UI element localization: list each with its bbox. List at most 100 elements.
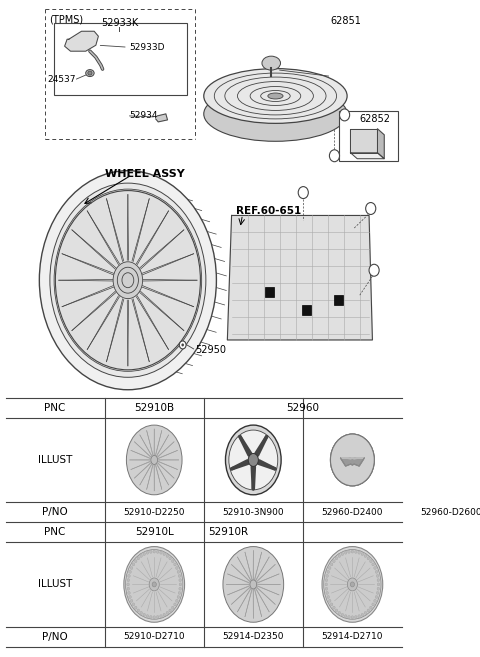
Bar (302, 305, 311, 315)
Text: 52933D: 52933D (130, 43, 165, 52)
Circle shape (176, 599, 178, 602)
Circle shape (131, 566, 133, 570)
Circle shape (177, 595, 180, 599)
Circle shape (140, 612, 143, 614)
Ellipse shape (117, 267, 138, 293)
Circle shape (338, 555, 341, 557)
Ellipse shape (226, 425, 281, 495)
Ellipse shape (330, 434, 374, 486)
Text: WHEEL ASSY: WHEEL ASSY (105, 169, 185, 179)
Text: (TPMS): (TPMS) (49, 14, 84, 24)
Ellipse shape (113, 261, 143, 299)
Circle shape (178, 591, 181, 595)
Text: 52910L: 52910L (135, 527, 174, 537)
Circle shape (137, 609, 140, 612)
Circle shape (146, 551, 149, 554)
Ellipse shape (268, 93, 283, 99)
Ellipse shape (416, 435, 457, 485)
Ellipse shape (420, 440, 453, 480)
Text: 52933K: 52933K (101, 18, 138, 28)
Circle shape (143, 613, 145, 616)
Ellipse shape (50, 183, 206, 377)
Circle shape (129, 595, 132, 599)
Circle shape (366, 202, 376, 214)
Polygon shape (341, 458, 364, 459)
Circle shape (128, 574, 130, 578)
Circle shape (127, 587, 130, 590)
Circle shape (129, 570, 132, 574)
Text: 24537: 24537 (47, 74, 75, 83)
Text: 52960-D2600: 52960-D2600 (420, 508, 480, 516)
Text: 52934: 52934 (130, 112, 158, 120)
Text: PNC: PNC (45, 527, 66, 537)
Circle shape (344, 615, 347, 618)
Circle shape (163, 553, 166, 556)
Polygon shape (341, 458, 364, 459)
Text: a: a (332, 151, 337, 160)
Circle shape (341, 613, 344, 616)
Ellipse shape (124, 547, 185, 622)
Circle shape (374, 566, 376, 570)
Ellipse shape (88, 71, 92, 75)
Circle shape (179, 587, 181, 590)
Text: PNC: PNC (45, 403, 66, 413)
Text: 52910-D2250: 52910-D2250 (123, 508, 185, 516)
Circle shape (376, 591, 379, 595)
Ellipse shape (330, 434, 374, 486)
Ellipse shape (86, 70, 94, 77)
Circle shape (377, 587, 380, 590)
Circle shape (327, 595, 329, 599)
Polygon shape (350, 129, 377, 152)
Circle shape (364, 555, 367, 557)
Ellipse shape (204, 87, 347, 141)
Circle shape (361, 613, 364, 616)
Circle shape (374, 599, 376, 602)
Circle shape (351, 550, 354, 553)
Ellipse shape (262, 56, 280, 70)
Circle shape (174, 563, 176, 566)
Circle shape (140, 555, 143, 557)
Circle shape (361, 553, 364, 556)
Circle shape (178, 574, 181, 578)
Circle shape (132, 603, 135, 606)
Bar (265, 287, 274, 297)
Circle shape (166, 555, 168, 557)
Circle shape (171, 560, 174, 562)
Ellipse shape (204, 68, 347, 124)
Text: 52960: 52960 (287, 403, 319, 413)
Circle shape (150, 551, 152, 553)
Circle shape (153, 550, 156, 553)
Circle shape (330, 563, 333, 566)
Text: a: a (372, 265, 377, 275)
Text: 62851: 62851 (330, 16, 361, 26)
Circle shape (325, 583, 327, 586)
Polygon shape (377, 129, 384, 159)
Ellipse shape (330, 434, 374, 486)
Circle shape (153, 616, 156, 619)
Circle shape (333, 560, 335, 562)
Circle shape (335, 557, 338, 560)
Text: 52910R: 52910R (208, 527, 249, 537)
Circle shape (137, 557, 140, 560)
Circle shape (355, 551, 357, 553)
Circle shape (156, 616, 159, 618)
Circle shape (128, 591, 130, 595)
Circle shape (163, 613, 166, 616)
Ellipse shape (250, 580, 257, 589)
Circle shape (127, 579, 130, 581)
Circle shape (333, 606, 335, 609)
Ellipse shape (324, 549, 381, 620)
Circle shape (150, 616, 152, 618)
Polygon shape (341, 458, 364, 466)
Text: REF.60-651: REF.60-651 (236, 206, 301, 215)
Text: 52914-D2350: 52914-D2350 (223, 632, 284, 641)
Circle shape (367, 557, 370, 560)
Circle shape (358, 551, 360, 554)
Circle shape (372, 603, 374, 606)
Ellipse shape (223, 547, 284, 622)
Circle shape (348, 616, 350, 618)
Text: P/NO: P/NO (42, 631, 68, 642)
Circle shape (156, 551, 159, 553)
Ellipse shape (39, 171, 216, 390)
Circle shape (344, 551, 347, 554)
